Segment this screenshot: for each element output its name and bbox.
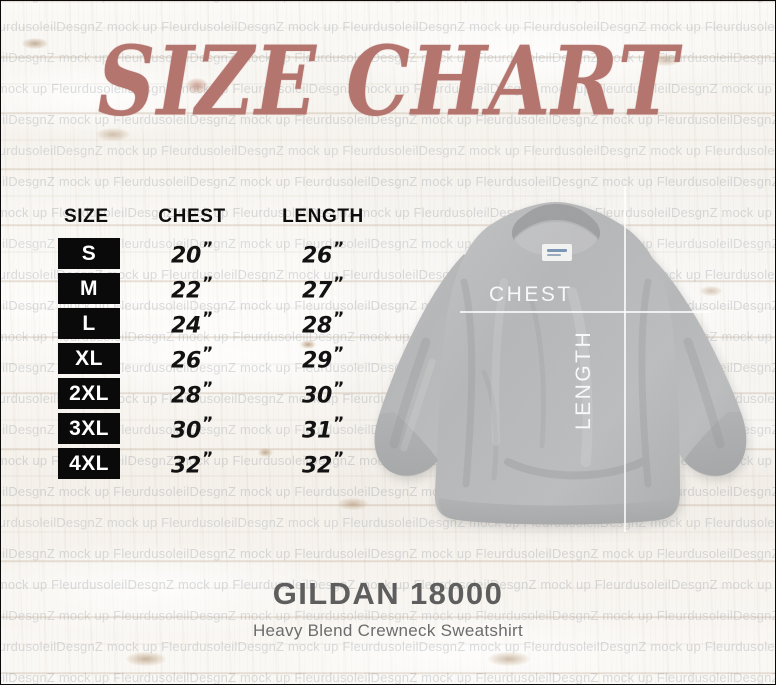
- column-header-size: SIZE: [64, 206, 109, 227]
- sweatshirt-illustration: [336, 162, 776, 542]
- product-brand-model: GILDAN 18000: [272, 576, 504, 612]
- chest-value: 24”: [171, 308, 213, 339]
- product-info: GILDAN 18000 Heavy Blend Crewneck Sweats…: [0, 576, 776, 641]
- length-value: 26”: [302, 238, 344, 269]
- page-title-text: SIZE CHART: [97, 26, 679, 138]
- product-description: Heavy Blend Crewneck Sweatshirt: [252, 621, 524, 640]
- column-header-length: LENGTH: [282, 206, 364, 227]
- length-value: 30”: [302, 378, 344, 409]
- heather-speckle: [336, 162, 776, 542]
- length-value: 32”: [302, 448, 344, 479]
- table-body: S 20” 26” M 22” 27” L 24” 28” XL 26” 29” 2XL 28” 30” 3X…: [58, 236, 388, 481]
- chest-value: 28”: [171, 378, 213, 409]
- size-table: SIZE CHEST LENGTH S 20” 26” M 22” 27” L 24” 28” X…: [58, 206, 388, 481]
- size-badge-xl: XL: [58, 343, 120, 374]
- size-badge-m: M: [58, 273, 120, 304]
- length-value: 29”: [302, 343, 344, 374]
- table-row: 2XL 28” 30”: [58, 376, 388, 411]
- chest-value: 26”: [171, 343, 213, 374]
- chest-value: 32”: [171, 448, 213, 479]
- table-header-row: SIZE CHEST LENGTH: [58, 206, 388, 236]
- length-value: 28”: [302, 308, 344, 339]
- table-row: S 20” 26”: [58, 236, 388, 271]
- chest-value: 30”: [171, 413, 213, 444]
- column-header-chest: CHEST: [158, 206, 226, 227]
- table-row: M 22” 27”: [58, 271, 388, 306]
- table-row: L 24” 28”: [58, 306, 388, 341]
- size-badge-2xl: 2XL: [58, 378, 120, 409]
- table-row: 4XL 32” 32”: [58, 446, 388, 481]
- size-badge-3xl: 3XL: [58, 413, 120, 444]
- table-row: 3XL 30” 31”: [58, 411, 388, 446]
- sweatshirt-body-group: [336, 162, 776, 542]
- chest-value: 22”: [171, 273, 213, 304]
- size-badge-s: S: [58, 238, 120, 269]
- length-value: 31”: [302, 413, 344, 444]
- page-title: SIZE CHART: [0, 35, 776, 130]
- table-row: XL 26” 29”: [58, 341, 388, 376]
- chest-value: 20”: [171, 238, 213, 269]
- size-badge-4xl: 4XL: [58, 448, 120, 479]
- size-badge-l: L: [58, 308, 120, 339]
- length-value: 27”: [302, 273, 344, 304]
- sweatshirt-photo: [336, 162, 776, 542]
